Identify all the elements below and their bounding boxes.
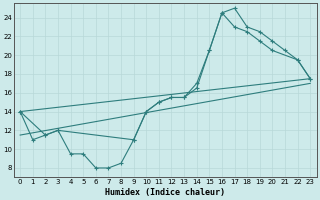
X-axis label: Humidex (Indice chaleur): Humidex (Indice chaleur)	[105, 188, 225, 197]
